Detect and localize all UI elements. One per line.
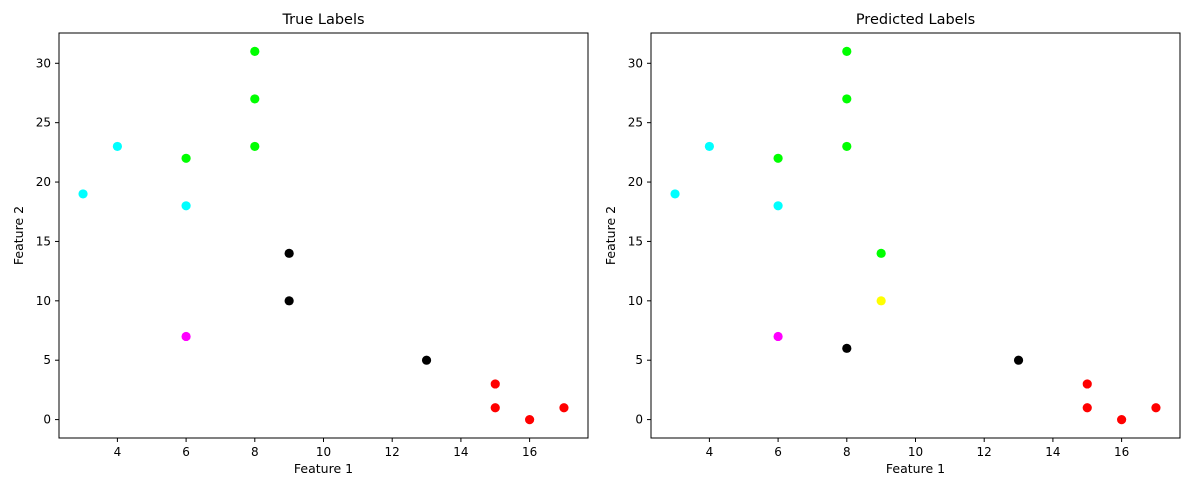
data-point <box>670 189 680 199</box>
data-point <box>1117 414 1127 425</box>
subplot-1: True Labels 4 6 8 10 12 14 16 0 5 10 15 20 25 30 Featur… <box>11 12 589 476</box>
data-point <box>250 46 260 57</box>
data-point <box>284 296 294 306</box>
y-tick-label: 25 <box>36 116 51 130</box>
y-tick-label: 5 <box>43 353 51 367</box>
x-tick-label: 14 <box>1045 445 1060 459</box>
data-point <box>704 141 714 152</box>
data-point <box>181 331 191 342</box>
y-tick-label: 15 <box>628 234 643 248</box>
axes-frame <box>650 32 1181 439</box>
y-tick-label: 10 <box>36 294 51 308</box>
x-tick-label: 4 <box>114 445 122 459</box>
x-tick-label: 12 <box>385 445 400 459</box>
data-point <box>842 343 852 353</box>
chart-title: True Labels <box>281 12 364 28</box>
data-point <box>250 94 260 104</box>
data-point <box>181 201 191 211</box>
data-point <box>421 355 432 365</box>
x-tick-label: 6 <box>182 445 190 459</box>
subplot-2: Predicted Labels 4 6 8 10 12 14 16 0 5 10 15 20 25 30 F… <box>603 12 1181 476</box>
y-tick-label: 0 <box>635 413 643 427</box>
data-point <box>1082 403 1092 413</box>
data-point <box>112 141 122 152</box>
x-tick-label: 16 <box>522 445 537 459</box>
x-tick-label: 10 <box>316 445 331 459</box>
data-point <box>525 414 535 425</box>
x-tick-label: 8 <box>843 445 851 459</box>
y-tick-label: 5 <box>635 353 643 367</box>
chart-title: Predicted Labels <box>856 12 975 28</box>
x-axis-label: Feature 1 <box>294 461 353 476</box>
y-axis-label: Feature 2 <box>603 206 618 265</box>
data-point <box>773 153 783 163</box>
data-point <box>250 141 260 152</box>
data-point <box>78 189 88 199</box>
data-point <box>842 46 852 57</box>
x-tick-label: 4 <box>706 445 714 459</box>
x-tick-label: 10 <box>908 445 923 459</box>
data-point <box>1151 403 1161 413</box>
data-point <box>1082 379 1092 389</box>
x-axis-label: Feature 1 <box>886 461 945 476</box>
data-point <box>842 94 852 104</box>
x-tick-label: 16 <box>1114 445 1129 459</box>
y-tick-label: 15 <box>36 234 51 248</box>
y-tick-label: 10 <box>628 294 643 308</box>
data-point <box>490 403 500 413</box>
y-tick-label: 20 <box>36 175 51 189</box>
x-tick-label: 6 <box>774 445 782 459</box>
y-axis-label: Feature 2 <box>11 206 26 265</box>
x-tick-label: 12 <box>977 445 992 459</box>
x-tick-label: 14 <box>453 445 468 459</box>
data-point <box>490 379 500 389</box>
data-point <box>876 248 886 258</box>
y-tick-label: 30 <box>628 56 643 70</box>
data-point <box>876 296 886 306</box>
data-point <box>1013 355 1024 365</box>
data-point <box>181 153 191 163</box>
data-point <box>842 141 852 152</box>
y-tick-label: 0 <box>43 413 51 427</box>
axes-frame <box>58 32 589 439</box>
x-tick-label: 8 <box>251 445 259 459</box>
data-point <box>559 403 569 413</box>
y-tick-label: 20 <box>628 175 643 189</box>
data-point <box>773 201 783 211</box>
y-tick-label: 30 <box>36 56 51 70</box>
y-tick-label: 25 <box>628 116 643 130</box>
data-point <box>284 248 294 258</box>
data-point <box>773 331 783 342</box>
